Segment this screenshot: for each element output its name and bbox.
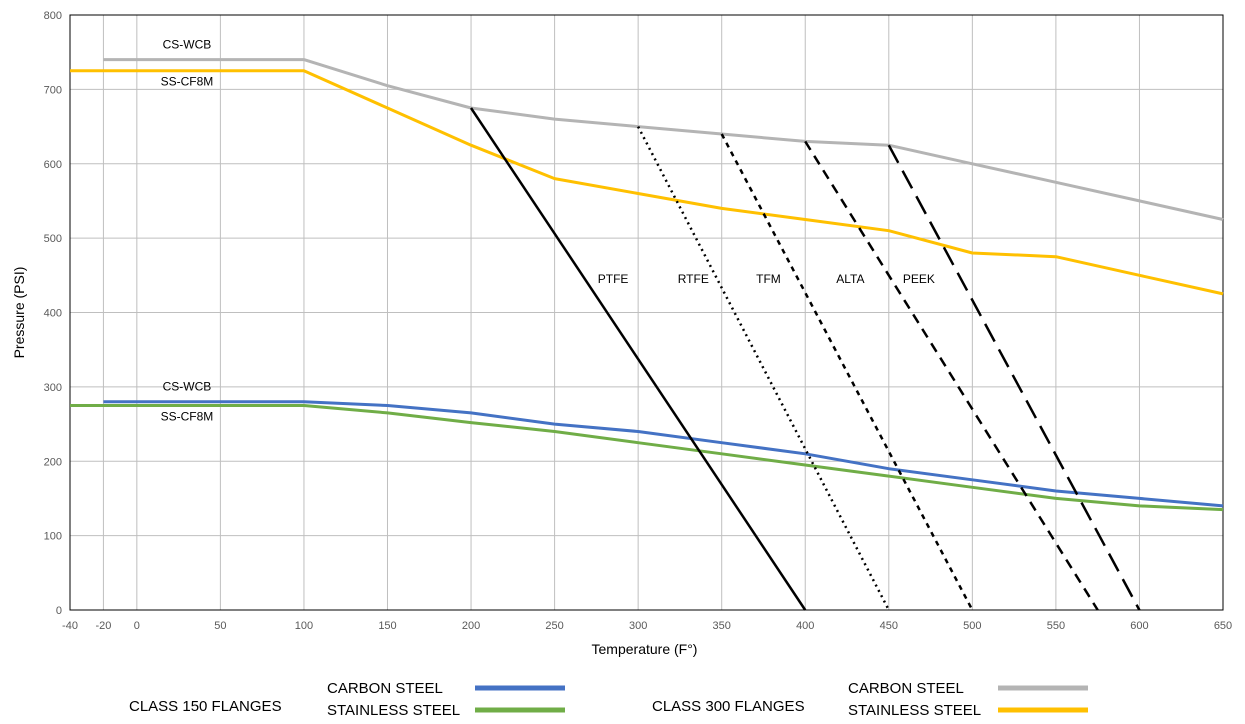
y-tick-label: 100 [44,531,62,543]
annotation-label: RTFE [678,272,709,286]
x-tick-label: 500 [963,620,981,632]
y-tick-label: 400 [44,308,62,320]
y-tick-label: 700 [44,84,62,96]
y-tick-label: 200 [44,456,62,468]
x-tick-label: 400 [796,620,814,632]
x-tick-label: 450 [880,620,898,632]
x-axis-title: Temperature (F°) [592,641,698,657]
y-tick-label: 600 [44,159,62,171]
legend: CLASS 150 FLANGES CARBON STEEL STAINLESS S… [129,680,1088,719]
x-tick-label: 600 [1130,620,1148,632]
x-tick-label: 150 [378,620,396,632]
x-tick-label: 100 [295,620,313,632]
x-tick-label: 550 [1047,620,1065,632]
series-line-ptfe [469,107,807,611]
x-tick-label: 0 [134,620,140,632]
annotation-label: CS-WCB [163,37,212,51]
y-axis-title: Pressure (PSI) [11,267,27,359]
legend-item-label: STAINLESS STEEL [327,702,460,719]
annotation-label: SS-CF8M [161,409,214,423]
y-tick-label: 800 [44,10,62,22]
x-tick-label: 250 [545,620,563,632]
annotation-label: PTFE [598,272,629,286]
legend-item-label: STAINLESS STEEL [848,702,981,719]
x-tick-label: 200 [462,620,480,632]
y-axis-ticks: 0 100 200 300 400 500 600 700 800 [44,10,62,617]
annotation-label: PEEK [903,272,935,286]
x-tick-label: -20 [95,620,111,632]
x-tick-label: -40 [62,620,78,632]
series-line-rtfe [636,126,890,611]
legend-group-title: CLASS 150 FLANGES [129,698,282,715]
series-line-carbon-steel-300 [103,58,1224,221]
annotation-label: ALTA [836,272,864,286]
series-line-alta [804,140,1099,611]
series-line-stainless-steel-150 [70,404,1224,512]
x-axis-ticks: -40 -20 0 50 100 150 200 250 300 350 400 450 500 550 6… [62,620,1232,632]
legend-item-label: CARBON STEEL [327,680,443,697]
series-lines [70,58,1224,611]
legend-item-label: CARBON STEEL [848,680,964,697]
series-line-stainless-steel-300 [70,69,1224,296]
annotation-label: TFM [756,272,781,286]
series-line-tfm [720,133,974,611]
x-tick-label: 650 [1214,620,1232,632]
y-tick-label: 0 [56,605,62,617]
annotations: CS-WCB SS-CF8M CS-WCB SS-CF8M PTFE RTFE TFM ALT… [161,37,935,423]
annotation-label: CS-WCB [163,380,212,394]
legend-group-title: CLASS 300 FLANGES [652,698,805,715]
y-tick-label: 300 [44,382,62,394]
series-line-peek [887,144,1141,611]
annotation-label: SS-CF8M [161,75,214,89]
y-tick-label: 500 [44,233,62,245]
plot-frame [69,14,1224,611]
grid [69,14,1224,611]
series-line-carbon-steel-150 [103,400,1224,508]
x-tick-label: 50 [214,620,226,632]
x-tick-label: 300 [629,620,647,632]
x-tick-label: 350 [713,620,731,632]
